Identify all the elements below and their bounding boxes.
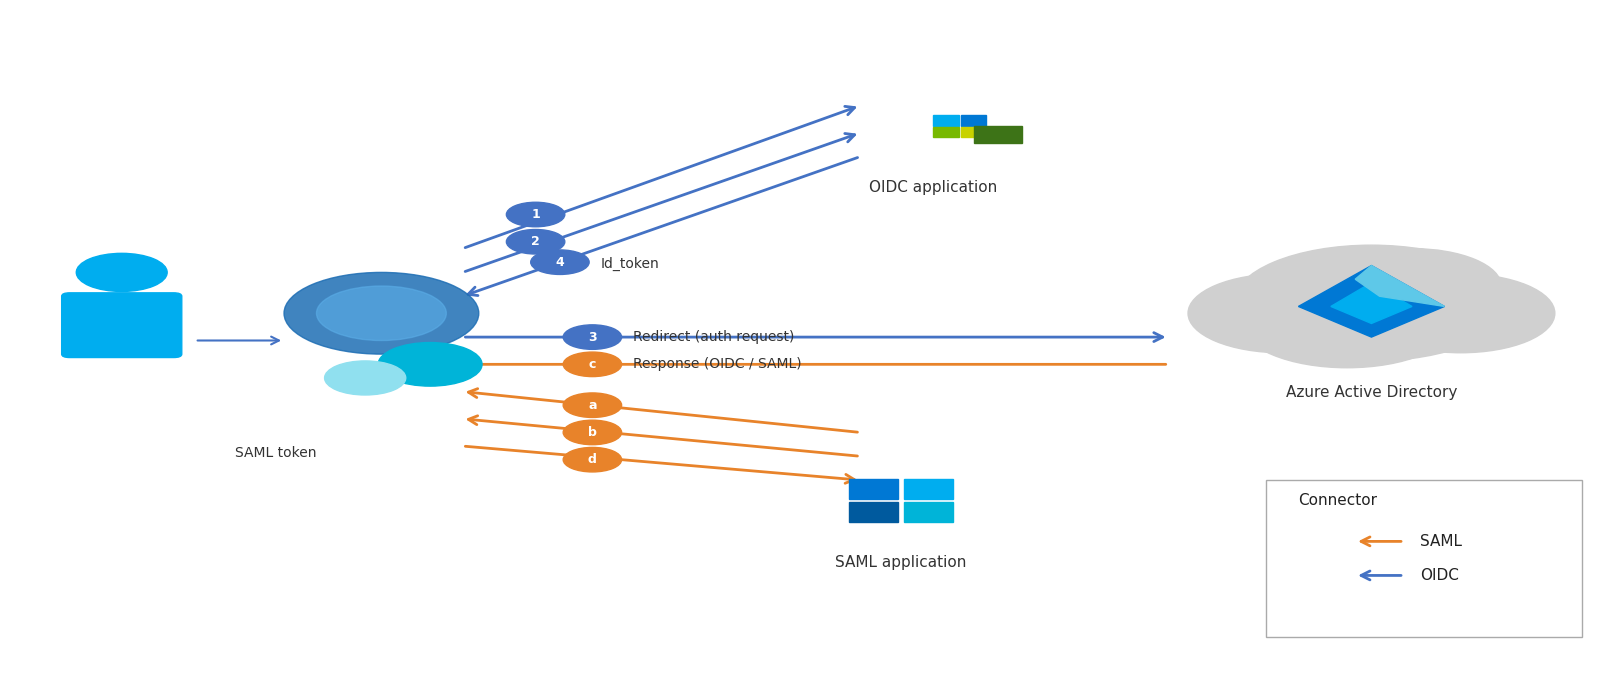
Text: 1: 1 xyxy=(531,208,540,221)
Text: a: a xyxy=(588,398,597,412)
FancyBboxPatch shape xyxy=(933,127,959,138)
Circle shape xyxy=(563,393,622,417)
Circle shape xyxy=(1367,274,1555,353)
Circle shape xyxy=(1323,249,1501,323)
Circle shape xyxy=(563,447,622,472)
FancyBboxPatch shape xyxy=(974,126,1022,143)
FancyBboxPatch shape xyxy=(1266,480,1582,637)
Circle shape xyxy=(325,361,406,395)
Text: Id_token: Id_token xyxy=(601,257,659,270)
Text: Response (OIDC / SAML): Response (OIDC / SAML) xyxy=(633,358,802,371)
Text: Connector: Connector xyxy=(1298,493,1378,508)
Polygon shape xyxy=(1331,283,1412,323)
FancyBboxPatch shape xyxy=(904,479,953,499)
Text: Azure Active Directory: Azure Active Directory xyxy=(1285,385,1457,400)
Text: SAML application: SAML application xyxy=(836,555,966,570)
Text: c: c xyxy=(589,358,596,371)
Circle shape xyxy=(316,286,446,340)
Circle shape xyxy=(506,229,565,254)
Circle shape xyxy=(1188,274,1376,353)
Text: OIDC application: OIDC application xyxy=(868,180,998,195)
Text: 4: 4 xyxy=(555,255,565,269)
Text: 3: 3 xyxy=(588,330,597,344)
FancyBboxPatch shape xyxy=(904,502,953,522)
Text: Redirect (auth request): Redirect (auth request) xyxy=(633,330,794,344)
Circle shape xyxy=(76,253,167,291)
Text: d: d xyxy=(588,453,597,466)
Polygon shape xyxy=(1355,266,1444,306)
Circle shape xyxy=(284,272,479,354)
Circle shape xyxy=(531,250,589,274)
FancyBboxPatch shape xyxy=(849,479,898,499)
Circle shape xyxy=(378,343,482,386)
Circle shape xyxy=(1242,279,1453,368)
Circle shape xyxy=(563,420,622,445)
Circle shape xyxy=(506,202,565,227)
Text: SAML: SAML xyxy=(1420,534,1462,549)
Circle shape xyxy=(563,352,622,377)
Polygon shape xyxy=(1298,266,1444,337)
FancyBboxPatch shape xyxy=(961,127,985,138)
FancyBboxPatch shape xyxy=(961,115,985,126)
Circle shape xyxy=(1233,245,1509,361)
Text: 2: 2 xyxy=(531,235,540,249)
Text: SAML token: SAML token xyxy=(235,446,316,460)
FancyBboxPatch shape xyxy=(933,115,959,126)
Text: b: b xyxy=(588,426,597,439)
Text: OIDC: OIDC xyxy=(1420,568,1459,583)
FancyBboxPatch shape xyxy=(62,293,182,358)
FancyBboxPatch shape xyxy=(849,502,898,522)
Circle shape xyxy=(563,325,622,349)
